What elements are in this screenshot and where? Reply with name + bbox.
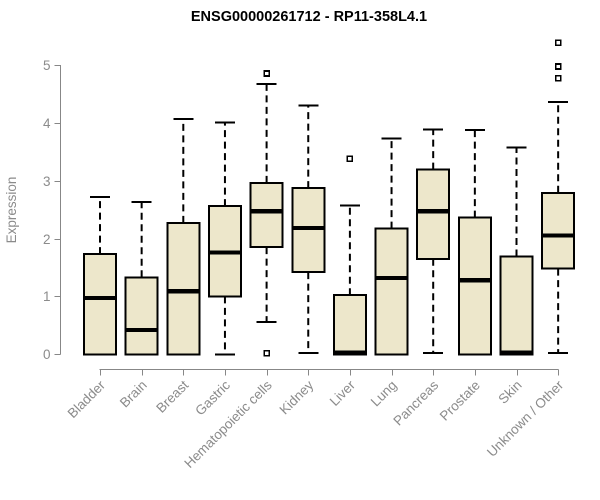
outlier-point [263, 70, 270, 77]
iqr-box [416, 168, 451, 260]
y-tick-label: 3 [43, 174, 51, 189]
boxplot-11 [499, 146, 534, 356]
outlier-point [346, 155, 354, 162]
iqr-box [457, 216, 492, 356]
outlier-point [554, 74, 562, 82]
boxplot-6 [291, 104, 326, 355]
iqr-box [374, 227, 409, 356]
x-category-label: Liver [327, 377, 359, 409]
iqr-box [166, 221, 201, 356]
y-tick-label: 5 [43, 58, 51, 73]
boxplot-2 [124, 201, 159, 356]
boxes-layer [83, 39, 576, 357]
outlier-point [554, 39, 562, 47]
iqr-box [499, 255, 534, 356]
y-tick-label: 4 [43, 116, 51, 131]
y-axis-label: Expression [4, 177, 19, 244]
x-category-label: Kidney [277, 377, 317, 417]
boxplot-1 [83, 195, 117, 356]
iqr-box [124, 276, 159, 356]
boxplot-5 [249, 70, 284, 357]
x-category-label: Prostate [437, 378, 483, 424]
x-category-label: Skin [495, 378, 524, 407]
x-category-label: Gastric [192, 377, 233, 418]
x-category-label: Pancreas [390, 377, 441, 428]
boxplot-8 [374, 137, 409, 356]
iqr-box [83, 253, 117, 356]
boxplot-10 [457, 129, 492, 356]
outlier-point [263, 349, 270, 357]
iqr-box [249, 181, 284, 249]
x-category-label: Bladder [65, 377, 109, 421]
boxplot-3 [166, 118, 201, 356]
x-category-label: Unknown / Other [484, 377, 567, 460]
x-category-label: Breast [153, 377, 191, 415]
y-tick-label: 2 [43, 232, 51, 247]
x-category-label: Brain [117, 378, 150, 411]
iqr-box [332, 294, 367, 356]
y-tick-label: 0 [43, 347, 51, 362]
outlier-point [554, 63, 562, 70]
x-category-label: Lung [368, 378, 400, 410]
boxplot-9 [416, 128, 451, 355]
iqr-box [541, 191, 576, 270]
y-tick-label: 1 [43, 289, 51, 304]
boxplot-7 [332, 155, 367, 356]
chart-title: ENSG00000261712 - RP11-358L4.1 [191, 9, 427, 25]
boxplot-4 [207, 121, 242, 356]
boxplot-12 [541, 39, 576, 355]
